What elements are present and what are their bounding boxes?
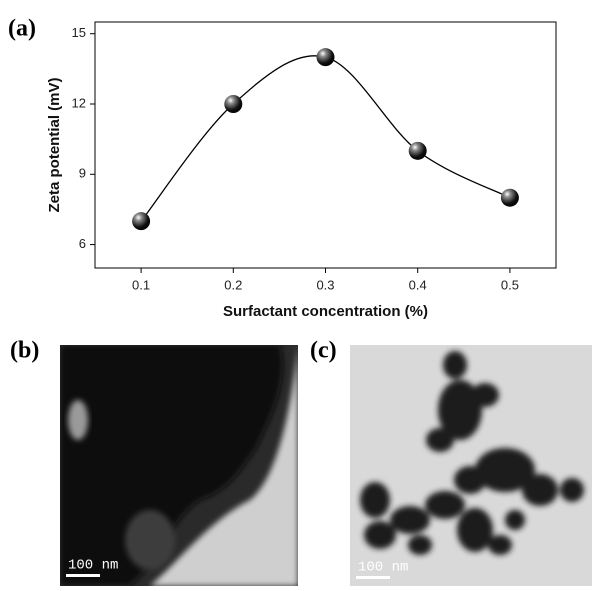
y-tick-label: 9 — [79, 166, 86, 181]
y-tick-label: 6 — [79, 236, 86, 251]
x-tick-label: 0.2 — [224, 277, 242, 292]
data-point — [408, 141, 427, 160]
y-tick-label: 12 — [72, 95, 86, 110]
panel-label: (b) — [10, 338, 39, 364]
panel-label: (a) — [8, 16, 36, 42]
data-point — [224, 95, 243, 113]
plot: 6 9 12 15 0.1 0.2 0.3 0.4 0.5 Surfactant concentr… — [46, 21, 557, 320]
y-tick-label: 15 — [72, 25, 86, 40]
data-point — [132, 212, 151, 231]
data-point — [316, 48, 335, 67]
tem-image-b: 100 nm — [60, 345, 298, 586]
data-point — [500, 188, 519, 207]
data-line — [140, 55, 511, 222]
scale-bar-label: 100 nm — [358, 560, 408, 576]
x-tick-label: 0.4 — [409, 277, 427, 292]
x-tick-label: 0.5 — [501, 277, 519, 292]
x-axis-label: Surfactant concentration (%) — [223, 303, 428, 320]
scale-bar-label: 100 nm — [68, 558, 118, 574]
panel-label: (c) — [310, 338, 337, 364]
y-axis-label: Zeta potential (mV) — [46, 77, 63, 212]
tem-image-c: 100 nm — [350, 345, 592, 586]
x-tick-label: 0.1 — [132, 277, 150, 292]
x-tick-label: 0.3 — [316, 277, 334, 292]
